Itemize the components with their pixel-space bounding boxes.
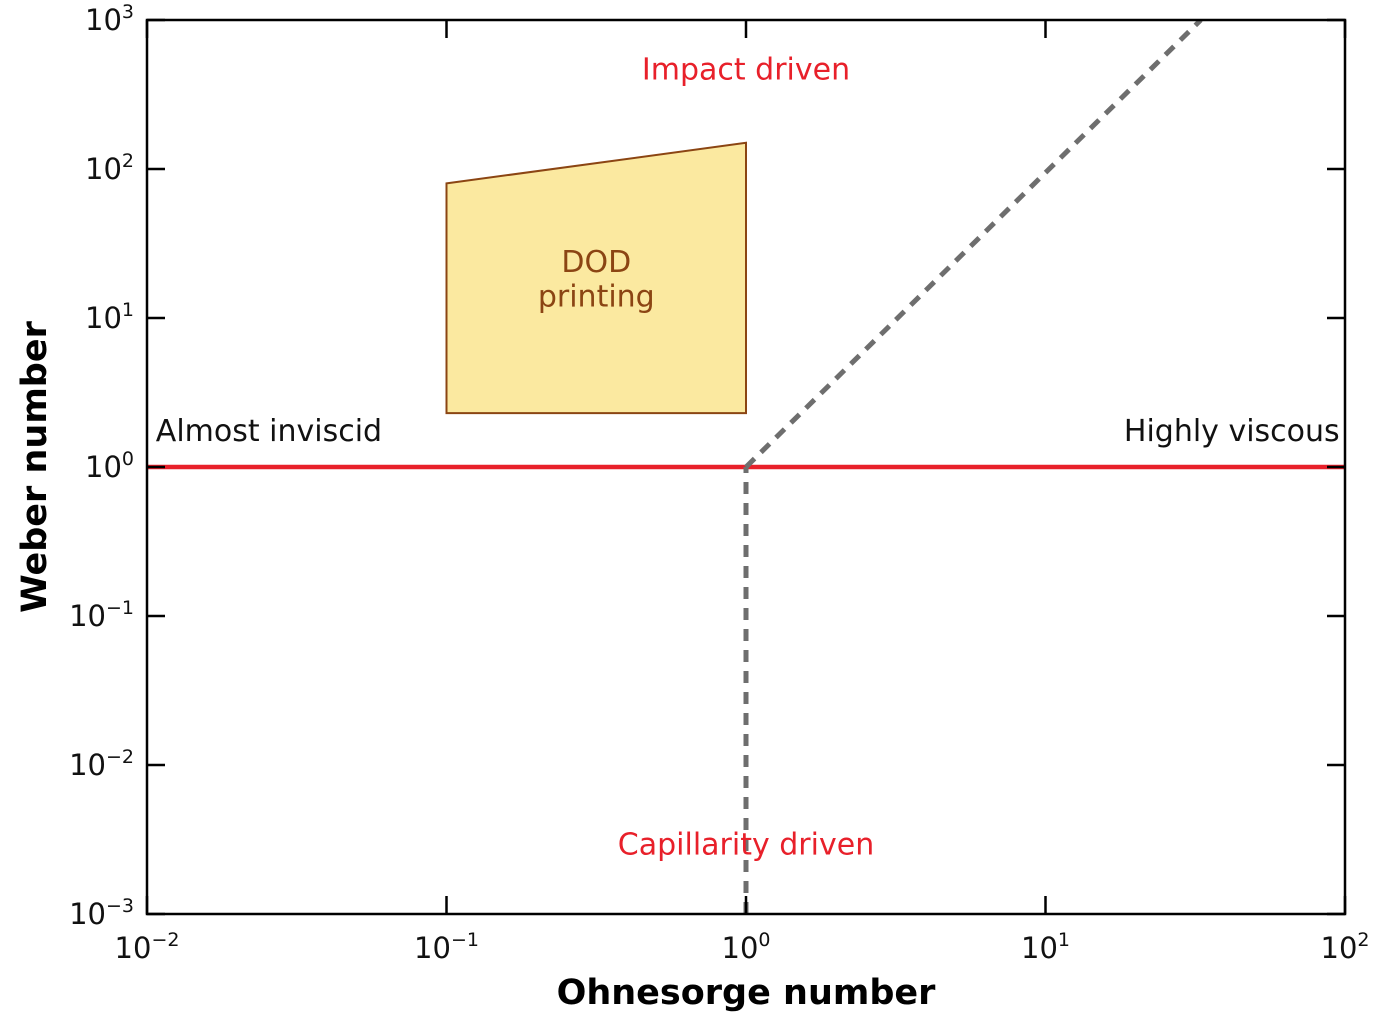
x-tick-label: 101 — [1021, 929, 1070, 965]
tick-layer: 10−2 10−1 100 101 10210−310−210−110010110210… — [69, 1, 1369, 965]
y-tick-label: 10−3 — [69, 895, 134, 931]
dod-printing-label: DOD printing — [538, 245, 655, 315]
x-tick-label: 10−1 — [414, 929, 479, 965]
dod-printing-label-line: DOD — [561, 245, 631, 280]
annotation-label: Capillarity driven — [618, 828, 874, 863]
y-tick-label: 10−1 — [69, 597, 134, 633]
annotation-label: Almost inviscid — [156, 414, 382, 449]
dashed-boundary-line — [744, 20, 1203, 469]
y-tick-label: 100 — [85, 448, 134, 484]
y-tick-label: 102 — [85, 150, 134, 186]
annotation-label: Highly viscous — [1124, 414, 1340, 449]
y-tick-label: 10−2 — [69, 746, 134, 782]
dod-printing-label-line: printing — [538, 280, 655, 315]
annotation-label: Impact driven — [642, 52, 850, 87]
x-tick-label: 102 — [1321, 929, 1370, 965]
dod-printing-region — [445, 141, 747, 415]
y-tick-label: 101 — [85, 299, 134, 335]
x-tick-label: 10−2 — [115, 929, 180, 965]
x-axis-title: Ohnesorge number — [557, 973, 937, 1013]
y-tick-label: 103 — [85, 1, 134, 37]
y-axis-title: Weber number — [15, 320, 55, 612]
plot-layer: DOD printing Impact driven Capillarity driv… — [147, 20, 1345, 914]
x-tick-label: 100 — [722, 929, 771, 965]
